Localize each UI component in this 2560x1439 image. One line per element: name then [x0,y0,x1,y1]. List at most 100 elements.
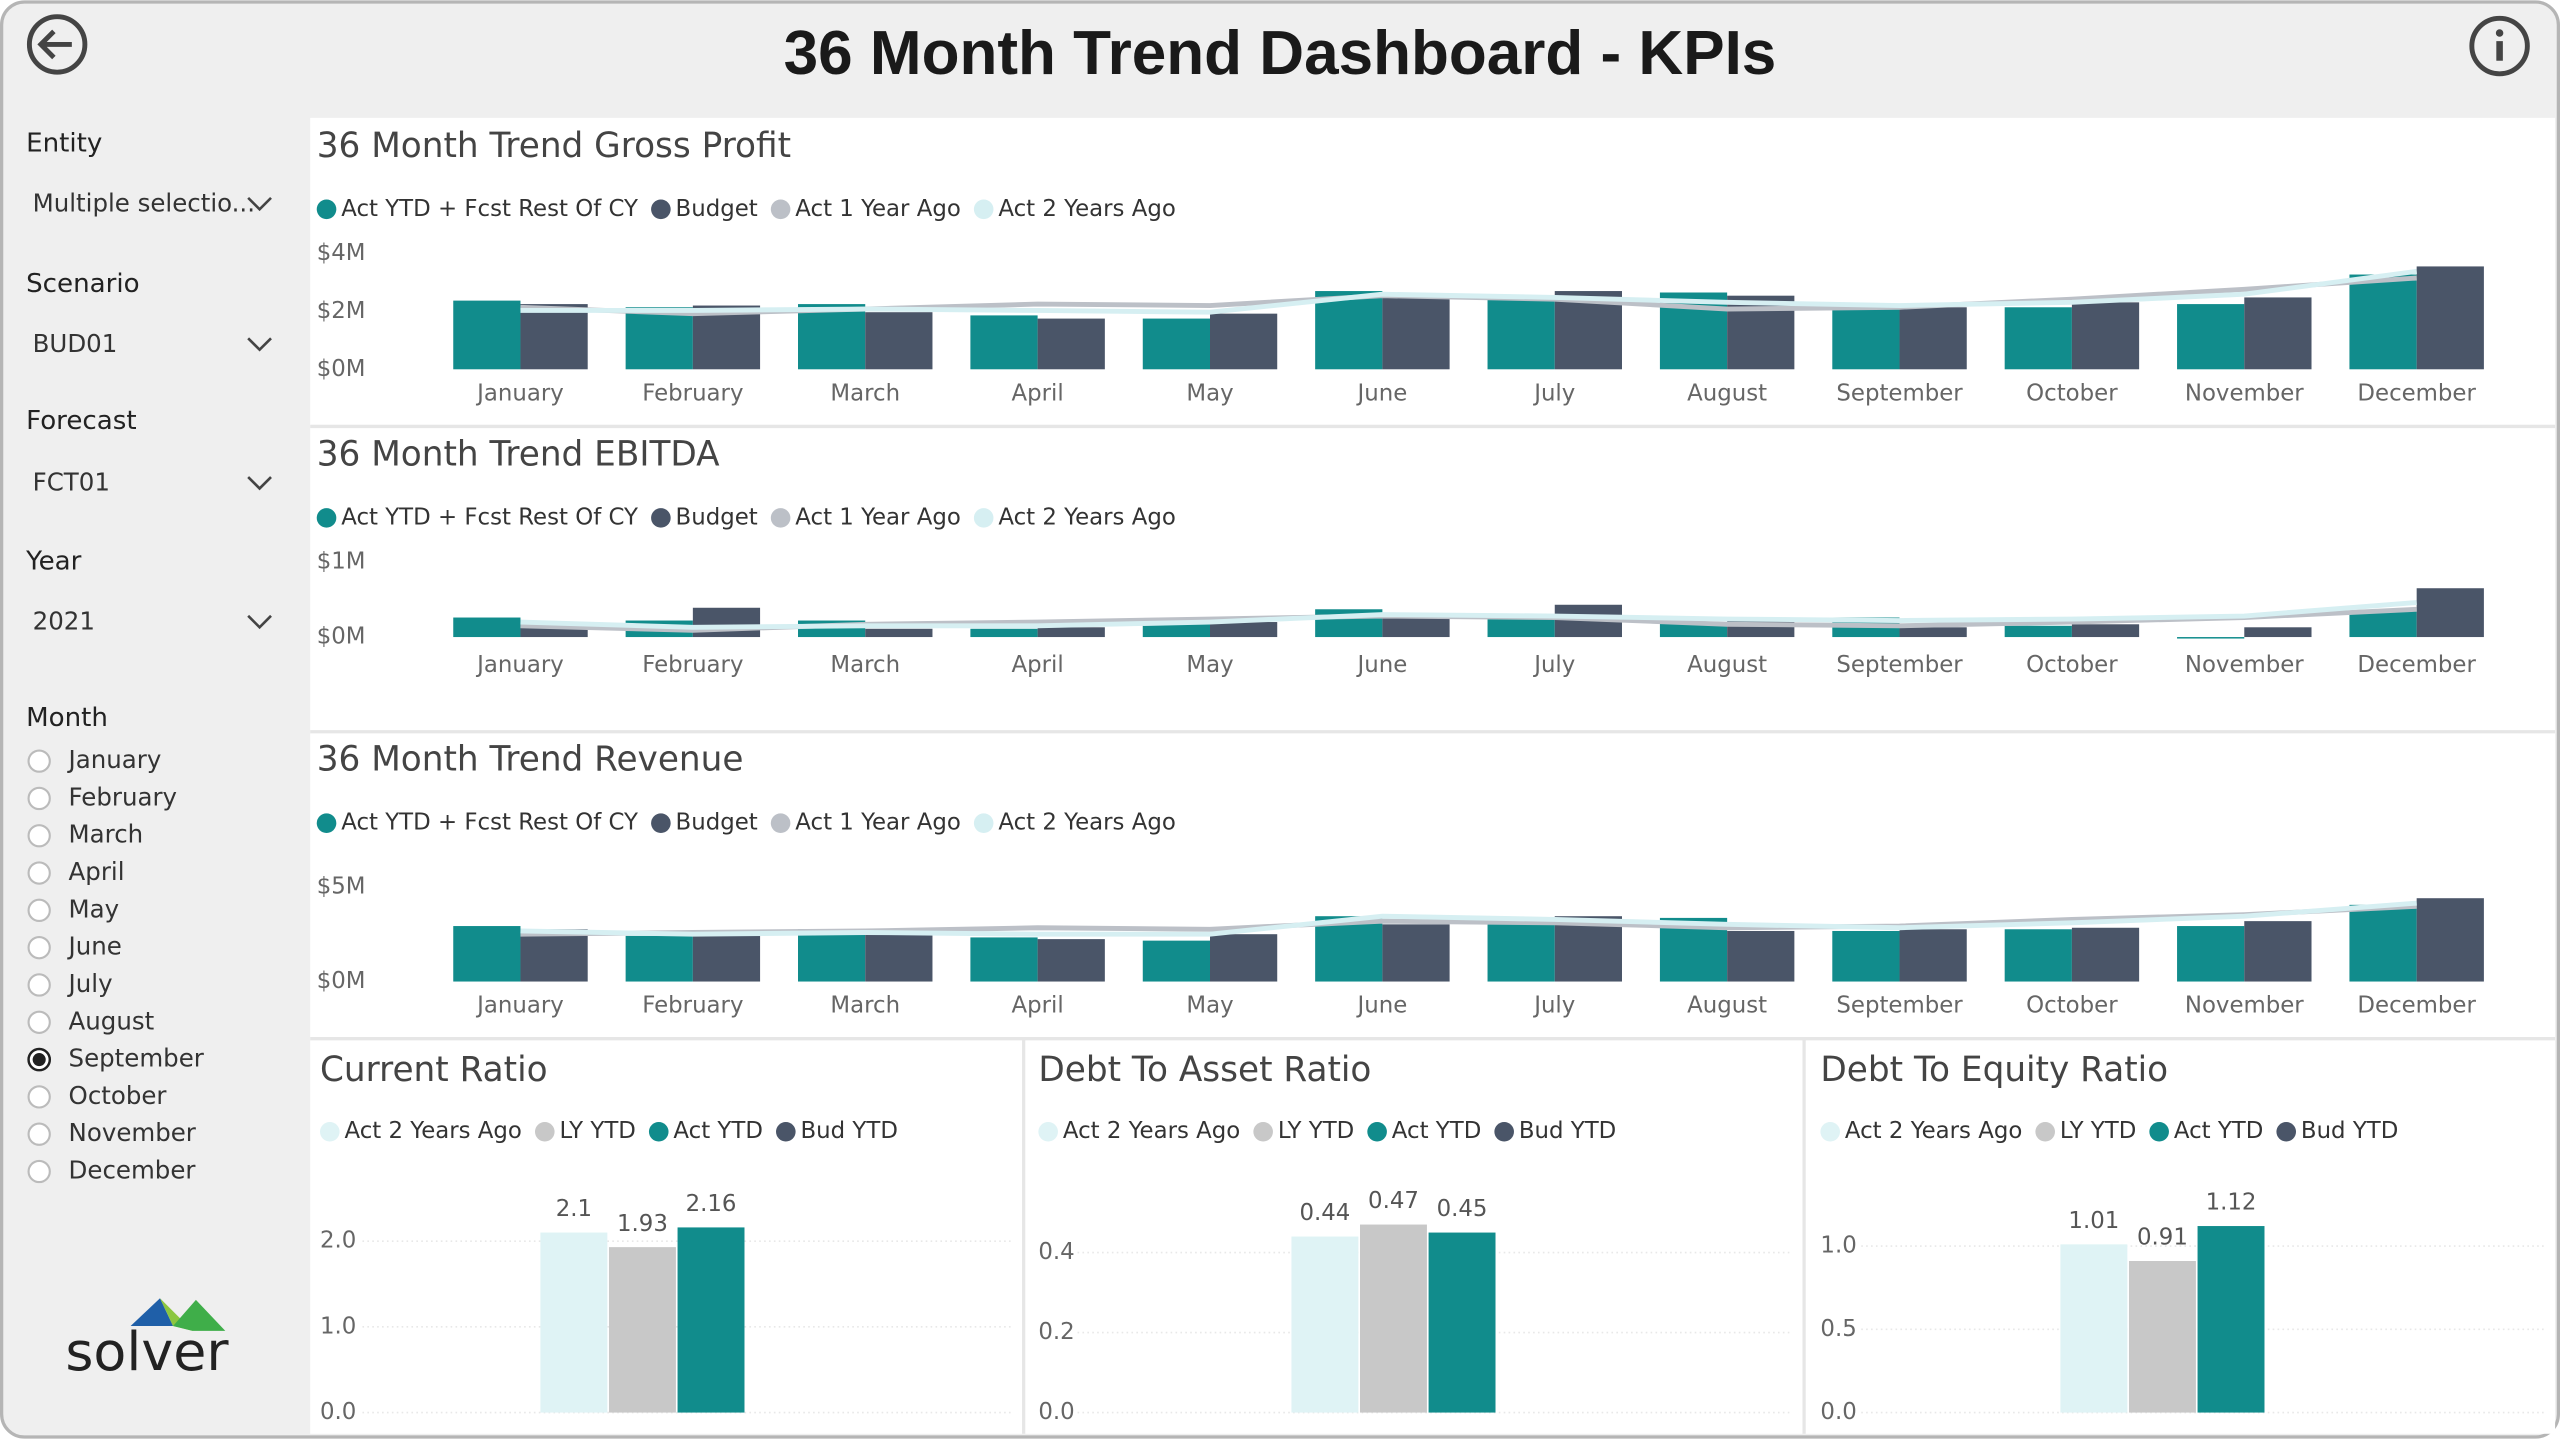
dropdown[interactable]: 2021 [33,606,272,635]
dropdown-chevron[interactable] [247,196,272,212]
radio-button[interactable] [27,973,51,997]
bar [970,628,1038,638]
back-button[interactable] [26,14,88,75]
dropdown-value[interactable]: FCT01 [33,468,110,497]
legend-entry: LY YTD [1278,1118,1354,1144]
bar [2071,302,2140,370]
radio-label[interactable]: November [69,1118,197,1147]
x-tick-label: October [2026,993,2118,1019]
bar [1360,1224,1427,1413]
radio-button[interactable] [27,749,51,773]
legend-entry: Act 1 Year Ago [795,504,961,530]
legend-entry: Bud YTD [801,1118,898,1144]
legend-marker [770,508,791,528]
info-button[interactable] [2469,15,2530,77]
radio-button[interactable] [27,1122,51,1146]
radio-label[interactable]: January [67,745,162,774]
legend-entry: Act 2 Years Ago [998,504,1175,530]
legend-entry: Act 2 Years Ago [1063,1118,1240,1144]
dropdown-value[interactable]: 2021 [33,606,95,635]
radio-option[interactable]: June [27,932,122,961]
radio-button[interactable] [27,1010,51,1034]
x-tick-label: February [642,380,743,406]
radio-label[interactable]: February [69,782,177,811]
legend-entry: LY YTD [559,1118,635,1144]
info-icon[interactable] [2469,15,2530,77]
bar [1315,916,1383,982]
radio-dot[interactable] [32,1053,46,1067]
radio-option[interactable]: April [27,857,125,886]
bar [1210,313,1278,370]
info-dot[interactable] [2495,29,2504,37]
data-label: 1.12 [2206,1190,2257,1216]
back-icon[interactable] [26,14,88,75]
radio-label[interactable]: March [69,820,144,849]
legend-entry: Act YTD [2174,1118,2264,1144]
x-tick-label: September [1836,993,1963,1019]
radio-label[interactable]: May [69,894,120,923]
radio-option[interactable]: March [27,820,144,849]
info-bar[interactable] [2496,41,2503,61]
dropdown[interactable]: FCT01 [33,468,272,497]
radio-label[interactable]: July [67,969,113,998]
bar [2197,1226,2265,1413]
bar [453,617,521,638]
bar [1727,930,1795,982]
bar [625,307,693,370]
radio-option[interactable]: August [27,1006,155,1035]
legend-marker [1367,1121,1387,1142]
line-series [520,600,2417,630]
radio-option[interactable]: May [27,894,120,923]
dropdown-chevron[interactable] [247,337,272,352]
radio-option[interactable]: October [27,1081,168,1110]
radio-label[interactable]: August [69,1006,155,1035]
bar [1315,291,1383,370]
radio-button[interactable] [27,1085,51,1109]
radio-label[interactable]: September [69,1044,205,1073]
back-arrow[interactable] [37,29,72,60]
radio-button[interactable] [27,786,51,811]
x-tick-label: April [1012,993,1064,1019]
radio-option[interactable]: December [27,1156,197,1185]
radio-button[interactable] [27,1159,51,1184]
bar [1382,924,1450,982]
radio-label[interactable]: April [69,857,125,886]
x-tick-label: September [1836,652,1963,678]
dropdown-value[interactable]: BUD01 [33,329,118,358]
radio-option[interactable]: July [27,969,113,998]
radio-option[interactable]: January [27,745,162,774]
y-tick-label: $0M [317,356,366,382]
filter-label: Forecast [26,406,136,436]
bar [2177,926,2245,982]
filter-label: Entity [26,128,102,158]
radio-button[interactable] [27,824,51,848]
radio-label[interactable]: June [67,932,122,961]
bar [692,607,761,638]
radio-label[interactable]: October [69,1081,168,1110]
x-tick-label: December [2357,993,2476,1019]
radio-option[interactable]: February [27,782,177,811]
radio-option[interactable]: November [27,1118,197,1147]
bar [1210,934,1278,982]
radio-button[interactable] [27,861,51,885]
y-tick-label: $4M [317,240,366,266]
x-tick-label: May [1186,993,1233,1019]
radio-label[interactable]: December [69,1156,197,1185]
radio-option[interactable]: September [27,1044,205,1073]
bar [865,934,933,982]
dropdown[interactable]: BUD01 [33,329,272,358]
x-tick-label: July [1532,380,1575,406]
data-label: 1.01 [2068,1208,2119,1234]
y-tick-label: 2.0 [320,1228,356,1254]
radio-button[interactable] [27,898,51,923]
dropdown-chevron[interactable] [247,614,272,630]
y-tick-label: 0.0 [1820,1399,1856,1425]
dropdown-value[interactable]: Multiple selectio... [33,188,255,217]
dropdown[interactable]: Multiple selectio... [33,188,272,217]
bar [1382,617,1450,638]
bar [2060,1244,2128,1413]
radio-button[interactable] [27,935,51,960]
legend-marker [534,1121,555,1142]
dropdown-chevron[interactable] [247,476,272,491]
bar [1037,939,1105,982]
